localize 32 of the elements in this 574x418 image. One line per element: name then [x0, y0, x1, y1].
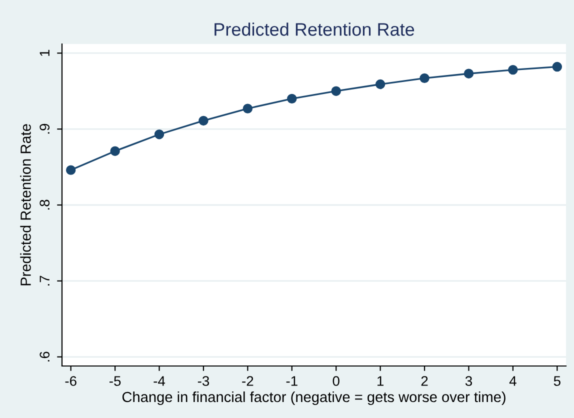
x-tick-label: 3 [465, 376, 472, 386]
point [331, 86, 341, 96]
point [287, 94, 297, 104]
x-tick-label: -2 [242, 376, 254, 386]
x-tick-label: -1 [286, 376, 298, 386]
x-tick-label: 4 [509, 376, 516, 386]
point [154, 130, 164, 140]
y-tick-label: 1 [40, 50, 50, 56]
x-tick-label: -5 [109, 376, 121, 386]
x-tick-label: 5 [554, 376, 560, 386]
x-tick-label: 2 [421, 376, 428, 386]
point [375, 79, 386, 90]
point [552, 62, 562, 72]
point [242, 104, 253, 114]
x-tick-label: 0 [332, 376, 340, 386]
y-tick-label: .9 [40, 124, 50, 134]
y-tick-label: .8 [40, 200, 50, 210]
x-tick-label: 1 [378, 376, 384, 386]
point [66, 165, 76, 175]
point [420, 73, 430, 84]
x-tick-label: -6 [65, 376, 76, 386]
point [110, 146, 120, 156]
chart-title: Predicted Retention Rate [214, 22, 414, 36]
y-tick-label: .7 [40, 276, 50, 286]
y-tick-label: .6 [40, 352, 50, 362]
point [464, 68, 474, 78]
x-axis-title: Change in financial factor (negative = gets worse over time) [122, 391, 506, 406]
x-tick-label: -4 [154, 376, 166, 386]
point [508, 64, 518, 75]
x-tick-label: -3 [198, 376, 210, 386]
point [198, 116, 208, 126]
y-axis-title: Predicted Retention Rate [20, 124, 31, 286]
